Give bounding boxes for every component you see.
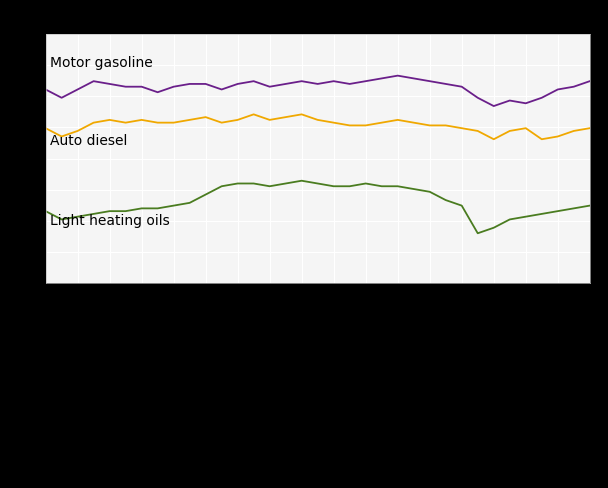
Text: Motor gasoline: Motor gasoline — [50, 56, 153, 70]
Text: Auto diesel: Auto diesel — [50, 134, 128, 147]
Text: Light heating oils: Light heating oils — [50, 214, 170, 228]
